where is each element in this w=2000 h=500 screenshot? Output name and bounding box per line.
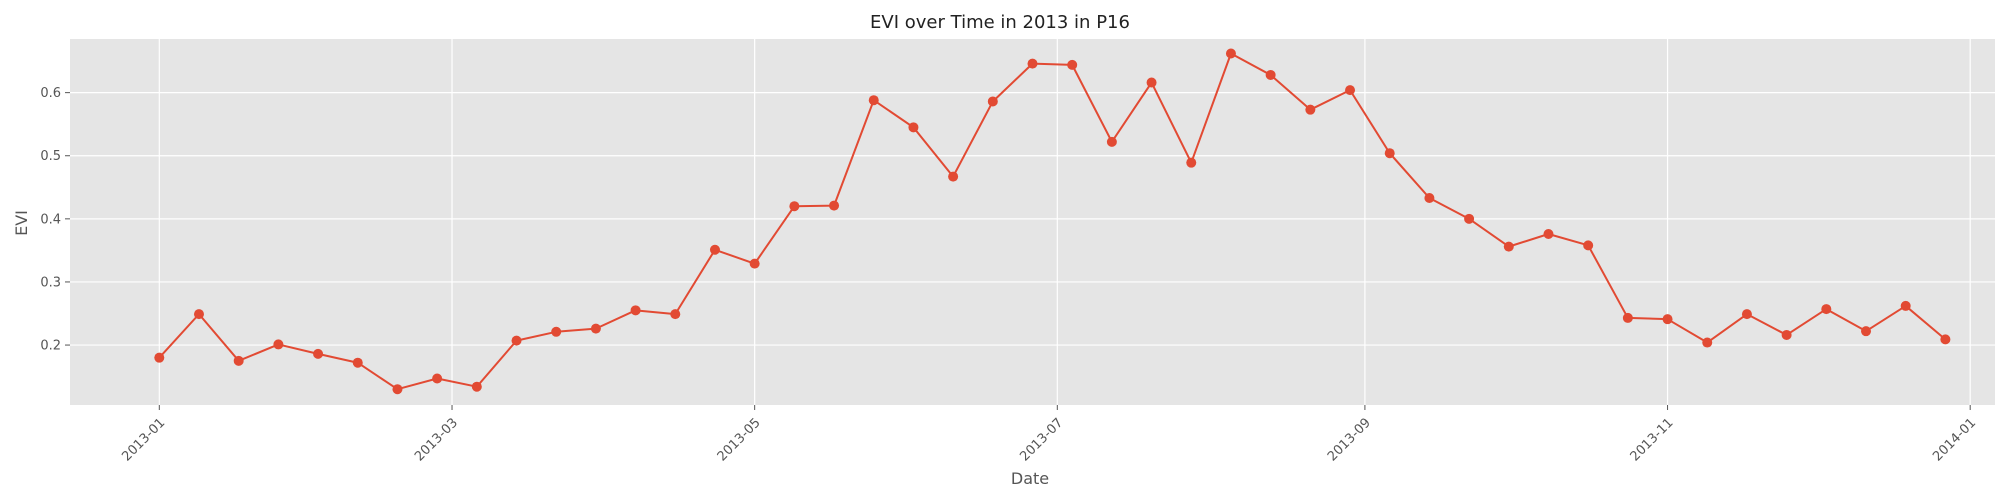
data-point	[1027, 58, 1038, 69]
data-point	[749, 258, 760, 269]
data-point	[511, 335, 522, 346]
data-point	[1225, 48, 1236, 59]
y-axis-label: EVI	[12, 210, 31, 236]
data-point	[1503, 241, 1514, 252]
data-point	[1345, 85, 1356, 96]
data-point	[789, 201, 800, 212]
data-point	[908, 122, 919, 133]
data-point	[987, 96, 998, 107]
plot-area	[70, 39, 1995, 405]
data-point	[1821, 304, 1832, 315]
data-point	[1265, 69, 1276, 80]
y-tick-label: 0.6	[40, 86, 61, 101]
data-point	[1900, 300, 1911, 311]
data-point	[590, 323, 601, 334]
data-point	[829, 200, 840, 211]
data-point	[432, 373, 443, 384]
data-point	[392, 384, 403, 395]
data-point	[1940, 334, 1951, 345]
data-point	[1186, 157, 1197, 168]
data-point	[868, 95, 879, 106]
data-point	[471, 381, 482, 392]
data-point	[193, 309, 204, 320]
grid	[70, 39, 1995, 405]
data-point	[1543, 228, 1554, 239]
data-point	[1305, 104, 1316, 115]
data-point	[709, 244, 720, 255]
data-point	[1464, 213, 1475, 224]
y-tick-label: 0.2	[40, 339, 61, 354]
data-point	[1384, 148, 1395, 159]
data-point	[551, 326, 562, 337]
data-point	[1106, 136, 1117, 147]
x-axis-label: Date	[1011, 469, 1049, 488]
y-tick-label: 0.3	[40, 275, 61, 290]
data-point	[1861, 326, 1872, 337]
data-point	[1741, 309, 1752, 320]
data-point	[1781, 329, 1792, 340]
data-point	[154, 352, 165, 363]
data-point	[1424, 193, 1435, 204]
data-point	[948, 171, 959, 182]
y-tick-label: 0.4	[40, 212, 61, 227]
data-point	[313, 348, 324, 359]
series-evi	[154, 48, 1951, 395]
data-point	[1702, 337, 1713, 348]
chart-title: EVI over Time in 2013 in P16	[870, 12, 1130, 33]
data-point	[273, 339, 284, 350]
series-line	[158, 52, 1947, 391]
data-point	[1583, 240, 1594, 251]
data-point	[233, 355, 244, 366]
data-point	[630, 305, 641, 316]
data-point	[670, 309, 681, 320]
y-tick-label: 0.5	[40, 149, 61, 164]
data-point	[1067, 59, 1078, 70]
data-point	[1622, 312, 1633, 323]
data-point	[1146, 77, 1157, 88]
data-point	[1662, 314, 1673, 325]
data-point	[352, 357, 363, 368]
